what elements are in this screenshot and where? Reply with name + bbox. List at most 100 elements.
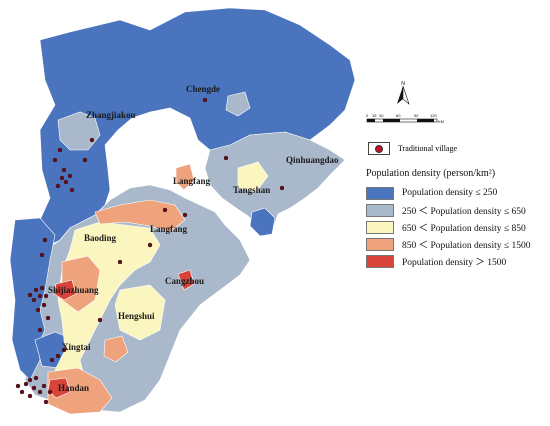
scale-bar: 0 15 30 60 90 120 KM	[366, 112, 450, 131]
village-dot	[41, 383, 47, 389]
scale-tick-0: 0	[366, 113, 369, 118]
village-dot	[57, 147, 63, 153]
village-dot	[31, 385, 37, 391]
village-legend-symbol	[368, 142, 390, 155]
legend-swatch	[366, 254, 394, 268]
village-dot	[223, 155, 229, 161]
village-dot	[52, 157, 58, 163]
village-dot	[147, 242, 153, 248]
region-shijiazhuang-core-red	[53, 279, 77, 301]
legend-item-label: 850 ＜ Population density ≤ 1500	[402, 241, 531, 251]
village-dot	[19, 389, 25, 395]
region-handan-core-red	[47, 377, 71, 399]
region-hengshui-yellow	[114, 284, 166, 341]
legend-title: Population density (person/km²)	[366, 168, 496, 179]
region-chengde-urban	[225, 91, 251, 117]
region-langfang-north	[175, 163, 195, 191]
village-dot	[67, 173, 73, 179]
village-dot	[27, 393, 33, 399]
scale-tick-15: 15	[372, 113, 377, 118]
village-dot	[45, 315, 51, 321]
village-dot	[182, 212, 188, 218]
legend-item-label: Population density ＞ 1500	[402, 258, 507, 268]
village-dot	[61, 167, 67, 173]
north-arrow-icon: N	[397, 81, 410, 105]
legend-item-label: 650 ＜ Population density ≤ 850	[402, 224, 526, 234]
density-legend: Population density (person/km²) Populati…	[366, 168, 546, 270]
village-dot-icon	[375, 144, 383, 153]
village-dot	[42, 237, 48, 243]
village-dot	[39, 252, 45, 258]
village-dot	[31, 297, 37, 303]
village-dot	[27, 377, 33, 383]
legend-swatch	[366, 220, 394, 234]
legend-item-label: 250 ＜ Population density ≤ 650	[402, 207, 526, 217]
village-dot	[23, 381, 29, 387]
legend-item: Population density ＞ 1500	[366, 253, 546, 269]
region-tangshan-coast-blue	[249, 207, 276, 237]
village-dot	[55, 353, 61, 359]
region-baoding-orange	[94, 199, 186, 233]
village-dot	[43, 293, 49, 299]
village-dot	[89, 137, 95, 143]
village-dot	[39, 285, 45, 291]
city-label-shijiazhuang: Shijiazhuang	[48, 285, 99, 295]
city-label-langfang: Langfang	[150, 224, 188, 234]
city-label-qinhuangdao: Qinhuangdao	[286, 155, 339, 165]
city-label-baoding: Baoding	[84, 233, 117, 243]
village-dot	[69, 187, 75, 193]
region-east-mid-density	[204, 131, 346, 233]
city-label-chengde: Chengde	[186, 84, 220, 94]
legend-item: 650 ＜ Population density ≤ 850	[366, 219, 546, 235]
village-dot	[117, 259, 123, 265]
legend-item: 850 ＜ Population density ≤ 1500	[366, 236, 546, 252]
city-label-cangzhou: Cangzhou	[165, 276, 204, 286]
scale-unit: KM	[438, 119, 444, 124]
village-dot	[35, 307, 41, 313]
scale-tick-120: 120	[430, 113, 437, 118]
village-dot	[43, 399, 49, 405]
village-dot	[41, 302, 47, 308]
village-dot	[55, 183, 61, 189]
village-dot	[97, 317, 103, 323]
north-arrow: N	[395, 80, 411, 111]
village-dot	[37, 327, 43, 333]
region-zhangjiakou-urban	[57, 111, 101, 151]
legend-swatch	[366, 203, 394, 217]
village-dot	[82, 157, 88, 163]
scale-tick-90: 90	[414, 113, 419, 118]
legend-swatch	[366, 186, 394, 200]
legend-item: 250 ＜ Population density ≤ 650	[366, 202, 546, 218]
village-dot	[49, 357, 55, 363]
village-dot	[162, 207, 168, 213]
scale-tick-30: 30	[379, 113, 384, 118]
village-dot	[33, 287, 39, 293]
north-label: N	[401, 81, 405, 87]
village-dot	[37, 389, 43, 395]
legend-item-label: Population density ≤ 250	[402, 188, 498, 198]
region-cangzhou-core-red	[177, 269, 195, 291]
village-dot	[27, 292, 33, 298]
city-label-langfang-north: Langfang	[173, 176, 211, 186]
region-tangshan-core	[237, 161, 269, 193]
village-dot	[279, 185, 285, 191]
village-dot	[37, 293, 43, 299]
city-label-handan: Handan	[58, 383, 89, 393]
traditional-village-dots	[15, 97, 285, 405]
city-label-xingtai: Xingtai	[62, 342, 91, 352]
village-dot	[202, 97, 208, 103]
scale-tick-60: 60	[396, 113, 401, 118]
village-dot	[33, 375, 39, 381]
city-label-zhangjiakou: Zhangjiakou	[86, 110, 136, 120]
region-shijiazhuang-orange	[61, 255, 101, 313]
city-label-hengshui: Hengshui	[118, 311, 155, 321]
village-legend: Traditional village	[368, 142, 457, 155]
village-dot	[63, 179, 69, 185]
legend-swatch	[366, 237, 394, 251]
region-south-orange-2	[103, 335, 129, 363]
city-label-tangshan: Tangshan	[233, 185, 270, 195]
legend-item: Population density ≤ 250	[366, 185, 546, 201]
village-dot	[15, 383, 21, 389]
village-legend-label: Traditional village	[398, 144, 458, 153]
